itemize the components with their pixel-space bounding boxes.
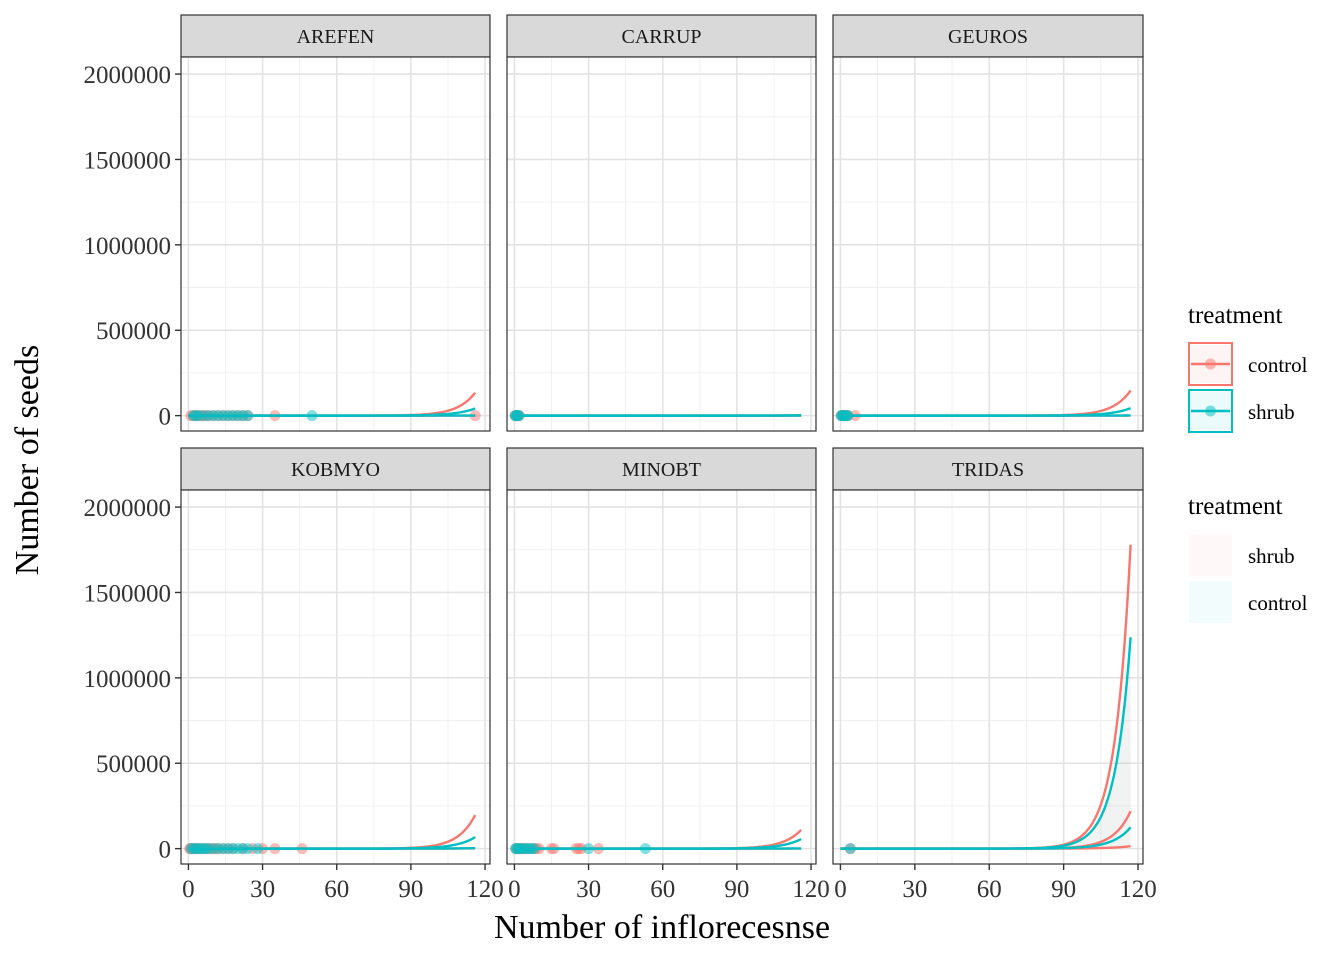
x-tick-label: 0 — [182, 876, 195, 903]
fit-curves — [840, 389, 1132, 417]
panel-border — [180, 489, 491, 865]
facet-strip-label: KOBMYO — [291, 459, 380, 481]
grid — [181, 490, 490, 864]
x-axis-title: Number of inflorecesnse — [494, 909, 830, 946]
panel-border — [832, 489, 1144, 865]
y-tick-label: 1500000 — [84, 580, 172, 607]
panel-border — [180, 56, 491, 432]
facet-strip — [506, 447, 817, 491]
x-tick-label: 90 — [1051, 876, 1076, 903]
confidence-band — [840, 637, 1131, 849]
panel-minobt: MINOBT 0 30 60 90 120 — [506, 447, 830, 903]
x-tick-label: 0 — [508, 876, 521, 903]
legend-key — [1189, 534, 1232, 576]
facet-strip — [506, 14, 817, 58]
panels-layer: AREFEN 0 500000 1000000 1500000 2000000 CARRUP… — [84, 14, 1157, 903]
fit-curves — [188, 814, 477, 850]
panel-arefen: AREFEN 0 500000 1000000 1500000 2000000 — [84, 14, 491, 432]
x-tick-label: 0 — [834, 876, 847, 903]
panel-border — [506, 489, 817, 865]
x-tick-label: 30 — [902, 876, 927, 903]
y-tick-label: 500000 — [96, 318, 171, 345]
legend-title: treatment — [1188, 302, 1282, 329]
x-tick-label: 30 — [576, 876, 601, 903]
legend-title: treatment — [1188, 493, 1282, 520]
facet-strip — [832, 14, 1144, 58]
x-tick-label: 90 — [724, 876, 749, 903]
panel-background — [833, 57, 1143, 431]
panel-background — [833, 490, 1143, 864]
facet-strip — [180, 447, 491, 491]
legend-entry-control: control — [1189, 581, 1308, 623]
legend-2: treatment shrub control — [1188, 493, 1308, 623]
panel-border — [832, 56, 1144, 432]
x-tick-label: 60 — [977, 876, 1002, 903]
legend-1: treatment control shrub — [1188, 302, 1308, 433]
y-tick-label: 2000000 — [84, 495, 172, 522]
legend-entry-shrub: shrub — [1189, 534, 1295, 576]
legend-label: shrub — [1248, 544, 1295, 568]
panel-background — [507, 57, 816, 431]
x-tick-label: 120 — [1119, 876, 1157, 903]
x-axis: 0 30 60 90 120 — [834, 864, 1157, 903]
y-tick-label: 1000000 — [84, 666, 172, 693]
points — [185, 410, 481, 422]
y-tick-label: 1000000 — [84, 233, 172, 260]
x-axis: 0 30 60 90 120 — [508, 864, 830, 903]
x-tick-label: 120 — [466, 876, 504, 903]
legend-entry-shrub: shrub — [1188, 389, 1295, 433]
facet-strip-label: MINOBT — [622, 459, 701, 481]
y-tick-label: 500000 — [96, 751, 171, 778]
y-tick-label: 0 — [159, 837, 172, 864]
panel-background — [181, 490, 490, 864]
fit-curves — [514, 828, 803, 850]
y-tick-label: 0 — [159, 404, 172, 431]
y-tick-label: 2000000 — [84, 62, 172, 89]
x-tick-label: 90 — [398, 876, 423, 903]
legend-label: control — [1248, 591, 1308, 615]
panel-geuros: GEUROS — [832, 14, 1144, 432]
points — [835, 410, 861, 422]
x-tick-label: 30 — [250, 876, 275, 903]
panel-border — [506, 56, 817, 432]
panel-background — [181, 57, 490, 431]
facet-strip-label: TRIDAS — [952, 459, 1024, 481]
y-axis-title: Number of seeds — [9, 345, 46, 575]
y-axis: 0 500000 1000000 1500000 2000000 — [84, 495, 181, 864]
legend-label: shrub — [1248, 400, 1295, 424]
legend-key-point — [1205, 405, 1216, 417]
grid — [507, 57, 816, 431]
facet-strip — [832, 447, 1144, 491]
legend: treatment control shrub treatment shrub contr… — [1188, 302, 1308, 623]
facet-strip-label: AREFEN — [297, 26, 375, 48]
facet-strip-label: CARRUP — [621, 26, 701, 48]
x-tick-label: 60 — [650, 876, 675, 903]
x-tick-label: 120 — [792, 876, 830, 903]
y-tick-label: 1500000 — [84, 147, 172, 174]
fit-curve-shrub — [840, 826, 1132, 850]
facet-strip — [180, 14, 491, 58]
legend-key — [1189, 581, 1232, 623]
fit-curves — [188, 391, 477, 417]
x-tick-label: 60 — [324, 876, 349, 903]
panel-kobmyo: KOBMYO 0 500000 1000000 1500000 2000000 0 30 60 9… — [84, 447, 504, 903]
panel-carrup: CARRUP — [506, 14, 817, 432]
facet-strip-label: GEUROS — [948, 26, 1028, 48]
y-axis: 0 500000 1000000 1500000 2000000 — [84, 62, 181, 431]
panel-tridas: TRIDAS 0 30 60 90 120 — [832, 447, 1157, 903]
legend-entry-control: control — [1188, 342, 1308, 386]
panel-background — [507, 490, 816, 864]
x-axis: 0 30 60 90 120 — [182, 864, 504, 903]
fit-curves — [840, 544, 1132, 850]
legend-key-point — [1205, 358, 1216, 370]
legend-label: control — [1248, 353, 1308, 377]
